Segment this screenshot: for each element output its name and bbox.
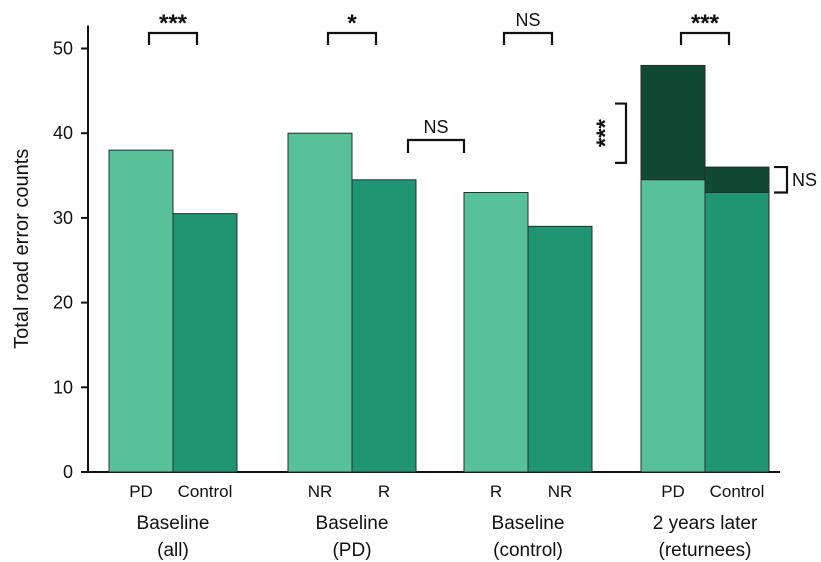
- significance-bracket: [774, 165, 789, 194]
- bar-increase: [704, 166, 770, 193]
- bar-label: R: [378, 482, 390, 501]
- significance-label: *: [347, 10, 357, 37]
- significance-bracket: [147, 31, 199, 45]
- significance-bracket: [502, 31, 554, 45]
- significance-label: NS: [515, 10, 540, 30]
- bar: [640, 179, 706, 473]
- significance-label: ***: [159, 10, 188, 37]
- significance-bracket: [615, 102, 628, 164]
- significance-label: NS: [792, 170, 817, 190]
- y-tick-label: 20: [53, 293, 73, 313]
- group-label: Baseline: [316, 513, 389, 534]
- y-axis-label: Total road error counts: [11, 149, 33, 349]
- y-tick-label: 10: [53, 377, 73, 397]
- bar: [527, 225, 593, 473]
- bar-label: NR: [308, 482, 333, 501]
- group-label-sub: (control): [493, 540, 563, 561]
- significance-annotations: *** * NS ***NS ***NS: [147, 10, 817, 194]
- bar: [463, 191, 529, 473]
- group-label: 2 years later: [653, 513, 758, 534]
- bar-increase: [640, 64, 706, 181]
- significance-label: ***: [592, 119, 619, 148]
- significance-bracket: [406, 138, 466, 153]
- y-tick-label: 50: [53, 39, 73, 59]
- bar-label: NR: [548, 482, 573, 501]
- y-tick-label: 30: [53, 208, 73, 228]
- bar: [287, 132, 353, 473]
- bar-label: Control: [710, 482, 765, 501]
- bar-label: Control: [178, 482, 233, 501]
- bar-label: PD: [129, 482, 153, 501]
- group-label-sub: (PD): [332, 540, 371, 561]
- bar: [172, 213, 238, 473]
- group-label-sub: (all): [157, 540, 189, 561]
- bar-label: PD: [661, 482, 685, 501]
- group-label: Baseline: [492, 513, 565, 534]
- y-tick-label: 40: [53, 123, 73, 143]
- category-labels: PD Control Baseline (all) NR R Baseline (PD) R NR…: [129, 482, 764, 561]
- y-tick-label: 0: [63, 462, 73, 482]
- bar: [108, 149, 174, 473]
- significance-label: NS: [423, 117, 448, 137]
- significance-label: ***: [691, 10, 720, 37]
- bar: [704, 191, 770, 473]
- y-axis: 0 10 20 30 40 50: [53, 25, 89, 482]
- group-label: Baseline: [137, 513, 210, 534]
- group-label-sub: (returnees): [659, 540, 752, 561]
- significance-bracket: [326, 31, 378, 45]
- bars: [108, 64, 770, 473]
- bar: [351, 179, 417, 473]
- significance-bracket: [679, 31, 731, 45]
- bar-label: R: [490, 482, 502, 501]
